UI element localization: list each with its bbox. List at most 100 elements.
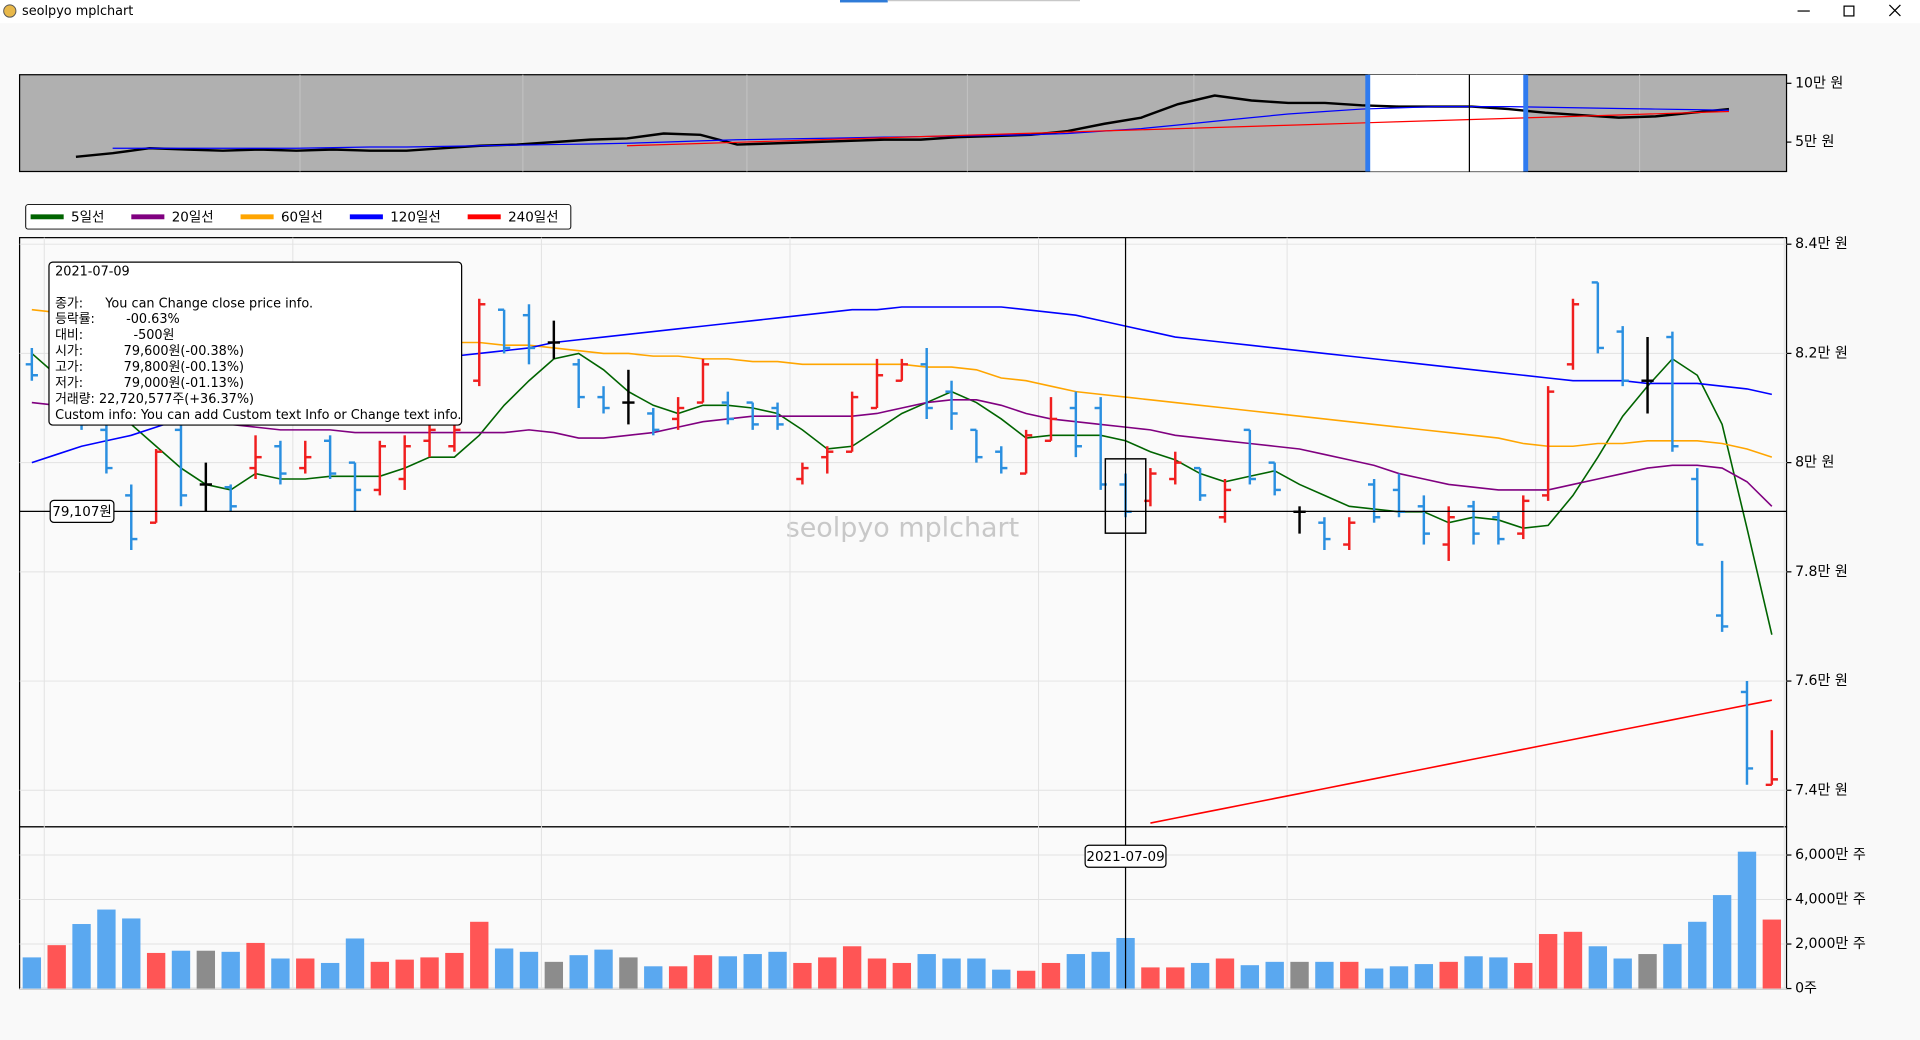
- moving-average-line: [31, 399, 1773, 507]
- watermark: seolpyo mplchart: [786, 513, 1019, 544]
- tooltip-value: -500원: [133, 328, 174, 343]
- volume-bar: [320, 962, 340, 989]
- volume-bar: [1141, 967, 1160, 989]
- volume-bar: [1190, 962, 1210, 989]
- volume-bar: [1514, 962, 1533, 989]
- volume-bar: [1414, 964, 1434, 989]
- y-tick-label: 2,000만 주: [1795, 936, 1866, 952]
- volume-bar: [967, 958, 986, 989]
- tooltip-rows: 종가: You can Change close price info. 등락률: -…: [55, 296, 313, 391]
- volume-bar: [420, 957, 439, 989]
- tooltip-date: 2021-07-09: [55, 264, 130, 279]
- overview-plot: [75, 94, 1730, 159]
- close-button[interactable]: [1888, 4, 1901, 17]
- volume-bar: [842, 946, 862, 989]
- volume-bar: [942, 958, 961, 989]
- volume-bar: [1638, 954, 1657, 989]
- volume-bar: [1688, 921, 1707, 989]
- volume-bar: [1315, 961, 1334, 989]
- volume-bar: [1489, 957, 1508, 989]
- legend: 5일선 20일선 60일선 120일선 240일선: [25, 204, 572, 230]
- moving-average-line: [31, 352, 1773, 635]
- volume-bar: [296, 958, 315, 989]
- volume-bar: [395, 959, 414, 989]
- crosshair-price-label: 79,107원: [52, 504, 112, 520]
- tab-indicator: [840, 0, 888, 3]
- y-tick-label: 6,000만 주: [1795, 847, 1866, 863]
- volume-bar: [1265, 961, 1284, 989]
- volume-bar: [1737, 851, 1757, 989]
- volume-bar: [1563, 931, 1583, 989]
- legend-label: 120일선: [390, 209, 440, 225]
- volume-bar: [867, 958, 887, 989]
- volume-bar: [196, 950, 216, 989]
- volume-bar: [1340, 961, 1359, 989]
- restore-button[interactable]: [1843, 5, 1855, 17]
- volume-bar: [445, 952, 464, 989]
- volume-bar: [594, 949, 613, 989]
- volume-bar: [470, 921, 489, 989]
- tooltip-volume: 거래량: 22,720,577주(+36.37%): [55, 392, 254, 407]
- volume-bar: [1538, 934, 1558, 989]
- legend-label: 20일선: [172, 209, 214, 225]
- y-tick-label: 10만 원: [1795, 75, 1843, 91]
- volume-bar: [1762, 919, 1782, 989]
- volume-bar: [1464, 956, 1483, 989]
- volume-bar: [644, 966, 663, 989]
- y-tick-label: 8만 원: [1795, 455, 1834, 471]
- y-tick-label: 8.4만 원: [1795, 236, 1848, 252]
- legend-swatch: [467, 214, 501, 220]
- overview-selection[interactable]: [1367, 74, 1526, 172]
- volume-bar: [246, 942, 265, 989]
- tooltip-field: 종가:: [55, 296, 83, 311]
- tooltip-value: -00.63%: [126, 312, 180, 327]
- tooltip-field: 고가:: [55, 360, 83, 375]
- volume-bar: [544, 961, 564, 989]
- volume-bar: [768, 951, 787, 989]
- volume-bar: [1041, 962, 1061, 989]
- volume-bar: [1588, 946, 1608, 989]
- title-bar: [0, 0, 1920, 24]
- volume-bar: [1663, 944, 1682, 989]
- legend-swatch: [240, 214, 274, 220]
- tooltip-value: 79,600원(-00.38%): [124, 344, 244, 359]
- volume-bar: [619, 957, 638, 989]
- tooltip-field: 등락률:: [55, 312, 95, 327]
- volume-bar: [1066, 954, 1086, 989]
- y-tick-label: 7.4만 원: [1795, 782, 1848, 798]
- volume-bar: [793, 962, 812, 989]
- tooltip-box: [48, 261, 463, 426]
- y-tick-label: 5만 원: [1795, 134, 1834, 150]
- legend-swatch: [131, 214, 165, 220]
- tooltip-value: 79,000원(-01.13%): [124, 376, 244, 391]
- crosshair-date-label: 2021-07-09: [1086, 849, 1164, 865]
- volume-bar: [271, 958, 290, 989]
- volume-bar: [992, 969, 1011, 989]
- volume-bar: [1166, 967, 1185, 989]
- y-tick-label: 8.2만 원: [1795, 345, 1848, 361]
- volume-bar: [171, 950, 191, 989]
- volume-bar: [1439, 961, 1458, 989]
- selected-candle-box: [1104, 458, 1147, 534]
- tooltip-field: 대비:: [55, 328, 83, 343]
- y-tick-label: 7.8만 원: [1795, 564, 1848, 580]
- volume-bar: [1016, 970, 1036, 989]
- volume-bar: [1215, 958, 1235, 989]
- window-title: seolpyo mplchart: [22, 4, 133, 19]
- volume-bar: [345, 938, 365, 989]
- y-tick-label: 0주: [1795, 981, 1817, 997]
- overview-line: [626, 110, 1729, 147]
- moving-average-line: [1150, 699, 1772, 824]
- tooltip-field: 저가:: [55, 376, 83, 391]
- volume-bar: [370, 961, 390, 989]
- volume-bar: [1712, 895, 1732, 989]
- volume-bar: [743, 954, 762, 989]
- crosshair-date-box: [1084, 844, 1167, 868]
- volume-bar: [221, 951, 240, 989]
- volume-bar: [122, 918, 141, 989]
- tooltip-field: 시가:: [55, 344, 83, 359]
- tooltip: 2021-07-09 종가: You can Change close price…: [48, 261, 463, 426]
- y-tick-label: 7.6만 원: [1795, 673, 1848, 689]
